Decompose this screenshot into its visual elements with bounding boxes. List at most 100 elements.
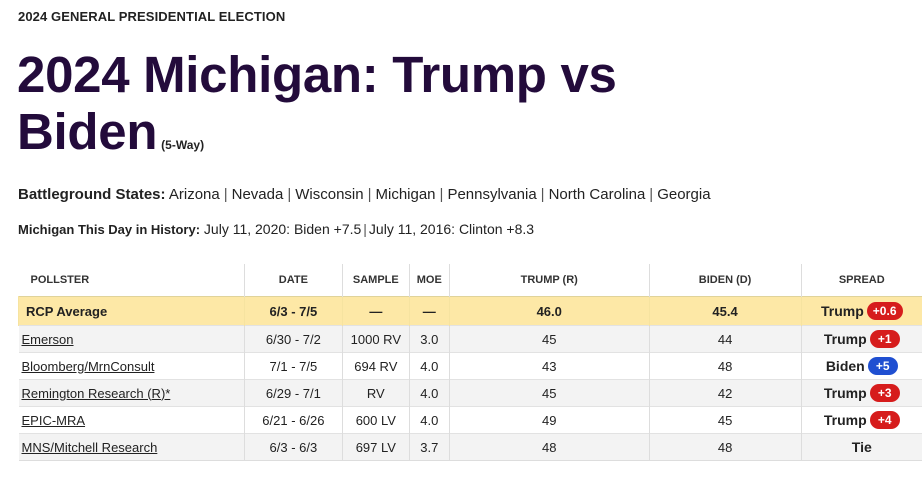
state-separator: |: [287, 186, 292, 203]
moe-cell: 3.7: [408, 433, 450, 461]
battleground-state-link[interactable]: Nevada: [231, 186, 284, 203]
election-kicker: 2024 GENERAL PRESIDENTIAL ELECTION: [18, 9, 286, 24]
sample-cell: 1000 RV: [341, 325, 410, 353]
moe-cell: 4.0: [408, 406, 450, 434]
date-cell: 6/30 - 7/2: [243, 325, 343, 353]
pollster-link[interactable]: MNS/Mitchell Research: [21, 439, 158, 455]
spread-badge: +4: [869, 411, 900, 429]
table-row: MNS/Mitchell Research 6/3 - 6/3 697 LV 3.7 4…: [18, 433, 922, 461]
polls-table: POLLSTER DATE SAMPLE MOE TRUMP (R) BIDEN (D) S…: [18, 264, 922, 461]
sample-cell: 697 LV: [341, 433, 410, 461]
table-body: RCP Average 6/3 - 7/5 — — 46.0 45.4 Trum…: [18, 296, 922, 461]
spread-cell: Trump +4: [800, 406, 922, 434]
spread-name: Biden: [825, 358, 865, 374]
date-cell: 6/3 - 6/3: [243, 433, 343, 461]
spread-badge: +5: [867, 357, 898, 375]
column-header: TRUMP (R): [448, 264, 650, 297]
avg-date: 6/3 - 7/5: [243, 296, 343, 326]
pollster-link[interactable]: Bloomberg/MrnConsult: [21, 358, 155, 374]
battleground-state-link[interactable]: Georgia: [657, 186, 711, 203]
biden-cell: 42: [648, 379, 802, 407]
rcp-average-row: RCP Average 6/3 - 7/5 — — 46.0 45.4 Trum…: [18, 296, 922, 326]
column-header: SPREAD: [800, 264, 922, 297]
sample-cell: RV: [341, 379, 410, 407]
battleground-state-link[interactable]: Michigan: [375, 186, 436, 203]
spread-name: Tie: [851, 439, 872, 455]
pollster-cell: MNS/Mitchell Research: [18, 433, 245, 461]
table-row: Emerson 6/30 - 7/2 1000 RV 3.0 45 44 Trump +1: [18, 325, 922, 353]
moe-cell: 4.0: [408, 352, 450, 380]
history-items: July 11, 2020: Biden +7.5 | July 11, 2016:…: [204, 221, 534, 237]
history-item: July 11, 2020: Biden +7.5: [203, 221, 362, 237]
spread-cell: Trump +1: [800, 325, 922, 353]
moe-cell: 3.0: [408, 325, 450, 353]
battleground-state-link[interactable]: Arizona: [168, 186, 220, 203]
battleground-label: Battleground States:: [18, 186, 166, 203]
biden-cell: 44: [648, 325, 802, 353]
state-separator: |: [540, 186, 545, 203]
pollster-cell: Remington Research (R)*: [18, 379, 245, 407]
state-separator: |: [649, 186, 654, 203]
biden-cell: 48: [648, 352, 802, 380]
sample-cell: 694 RV: [341, 352, 410, 380]
pollster-link[interactable]: Emerson: [21, 331, 74, 347]
date-cell: 7/1 - 7/5: [243, 352, 343, 380]
avg-moe: —: [408, 296, 450, 326]
table-row: Bloomberg/MrnConsult 7/1 - 7/5 694 RV 4.0 43…: [18, 352, 922, 380]
spread-badge: +1: [869, 330, 900, 348]
pollster-link[interactable]: Remington Research (R)*: [21, 385, 171, 401]
pollster-cell: Emerson: [18, 325, 245, 353]
avg-spread-badge: +0.6: [866, 302, 903, 320]
column-header: BIDEN (D): [648, 264, 802, 297]
pollster-cell: EPIC-MRA: [18, 406, 245, 434]
battleground-state-link[interactable]: Wisconsin: [295, 186, 364, 203]
column-header: DATE: [243, 264, 343, 297]
page-subtitle: (5-Way): [161, 138, 205, 152]
trump-cell: 45: [448, 379, 650, 407]
avg-spread-name: Trump: [821, 303, 864, 319]
date-cell: 6/29 - 7/1: [243, 379, 343, 407]
trump-cell: 49: [448, 406, 650, 434]
trump-cell: 48: [448, 433, 650, 461]
column-header: SAMPLE: [341, 264, 410, 297]
spread-cell: Trump +3: [800, 379, 922, 407]
column-header: POLLSTER: [30, 274, 90, 286]
history-line: Michigan This Day in History: July 11, 2…: [18, 221, 534, 237]
state-separator: |: [367, 186, 372, 203]
biden-cell: 45: [648, 406, 802, 434]
state-separator: |: [439, 186, 444, 203]
spread-badge: +3: [869, 384, 900, 402]
history-label: Michigan This Day in History:: [18, 222, 201, 237]
trump-cell: 43: [448, 352, 650, 380]
spread-cell: Biden +5: [800, 352, 922, 380]
battleground-states: Battleground States: Arizona | Nevada | Wisc…: [18, 186, 711, 203]
table-row: EPIC-MRA 6/21 - 6/26 600 LV 4.0 49 45 Trump +4: [18, 406, 922, 434]
spread-cell: Tie: [800, 433, 922, 461]
table-row: Remington Research (R)* 6/29 - 7/1 RV 4.0 45…: [18, 379, 922, 407]
pollster-cell: Bloomberg/MrnConsult: [18, 352, 245, 380]
moe-cell: 4.0: [408, 379, 450, 407]
page-title-text: 2024 Michigan: Trump vs Biden: [17, 46, 617, 160]
spread-name: Trump: [823, 385, 867, 401]
avg-pollster: RCP Average: [18, 296, 245, 326]
battleground-state-list: Arizona | Nevada | Wisconsin | Michigan | Pennsy…: [169, 186, 711, 203]
page-title: 2024 Michigan: Trump vs Biden (5-Way): [17, 46, 737, 160]
sample-cell: 600 LV: [341, 406, 410, 434]
date-cell: 6/21 - 6/26: [243, 406, 343, 434]
battleground-state-link[interactable]: North Carolina: [548, 186, 646, 203]
biden-cell: 48: [648, 433, 802, 461]
avg-sample: —: [341, 296, 410, 326]
spread-name: Trump: [823, 331, 867, 347]
avg-spread: Trump +0.6: [800, 296, 922, 326]
avg-biden: 45.4: [648, 296, 802, 326]
avg-trump: 46.0: [448, 296, 650, 326]
trump-cell: 45: [448, 325, 650, 353]
table-header-row: POLLSTER DATE SAMPLE MOE TRUMP (R) BIDEN (D) S…: [19, 264, 922, 297]
pollster-link[interactable]: EPIC-MRA: [21, 412, 86, 428]
history-item: July 11, 2016: Clinton +8.3: [368, 221, 535, 237]
spread-name: Trump: [823, 412, 867, 428]
history-separator: |: [363, 221, 367, 237]
column-header: MOE: [408, 264, 450, 297]
state-separator: |: [223, 186, 228, 203]
battleground-state-link[interactable]: Pennsylvania: [447, 186, 537, 203]
